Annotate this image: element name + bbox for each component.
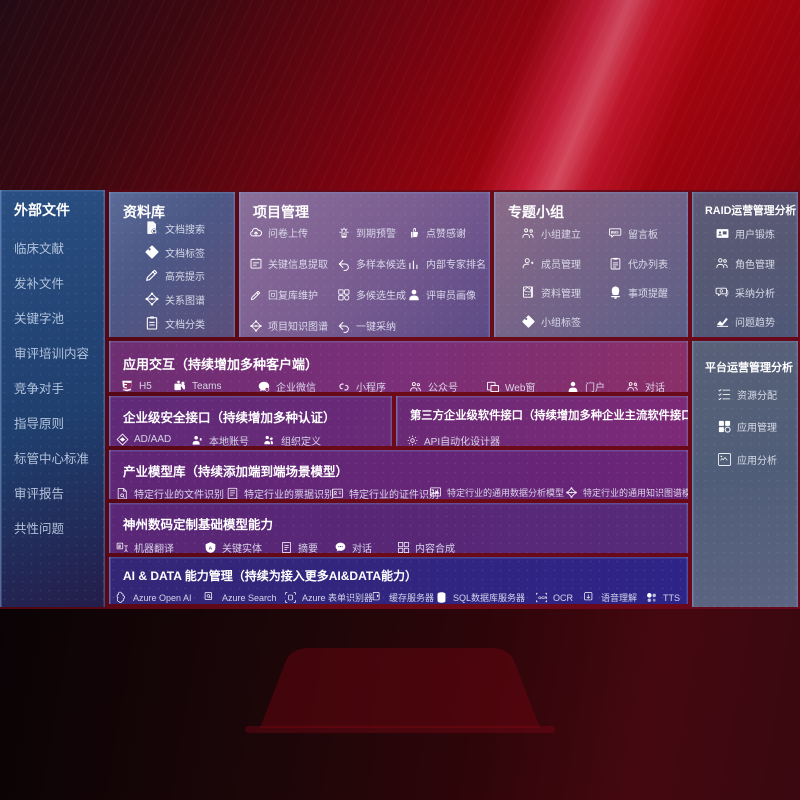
svg-text:BBS: BBS: [611, 231, 619, 235]
svg-text:A: A: [209, 545, 213, 551]
svg-text:译: 译: [118, 544, 122, 549]
svg-text:OCR: OCR: [538, 595, 547, 600]
